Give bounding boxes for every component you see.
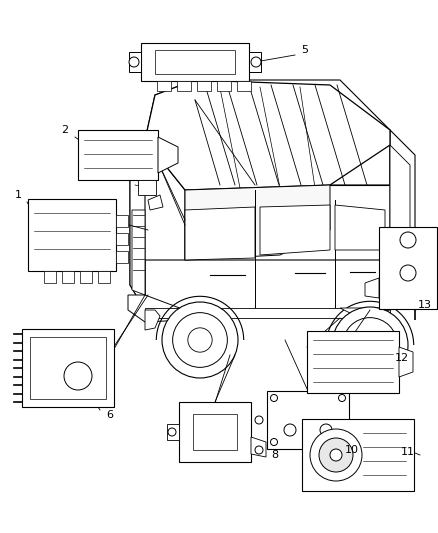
Polygon shape (116, 251, 128, 263)
Polygon shape (28, 199, 116, 271)
Circle shape (339, 394, 346, 401)
Circle shape (343, 318, 397, 373)
Polygon shape (197, 81, 211, 91)
Polygon shape (335, 205, 385, 250)
Polygon shape (130, 140, 145, 310)
Polygon shape (390, 270, 415, 295)
Polygon shape (132, 210, 145, 295)
Polygon shape (98, 271, 110, 283)
Polygon shape (267, 391, 349, 449)
Circle shape (400, 232, 416, 248)
Polygon shape (193, 414, 237, 450)
Polygon shape (307, 331, 399, 393)
Polygon shape (78, 130, 158, 180)
Polygon shape (30, 337, 106, 399)
Polygon shape (116, 215, 128, 227)
Circle shape (64, 362, 92, 390)
Polygon shape (155, 50, 235, 74)
Circle shape (271, 394, 278, 401)
Polygon shape (185, 185, 330, 260)
Polygon shape (237, 81, 251, 91)
Text: 5: 5 (301, 45, 308, 55)
Polygon shape (365, 278, 379, 298)
Polygon shape (148, 195, 163, 210)
Circle shape (400, 265, 416, 281)
Polygon shape (129, 52, 141, 72)
Circle shape (168, 428, 176, 436)
Circle shape (255, 446, 263, 454)
Polygon shape (379, 227, 437, 309)
Polygon shape (340, 290, 415, 320)
Polygon shape (145, 80, 390, 190)
Circle shape (320, 424, 332, 436)
Text: 11: 11 (401, 447, 415, 457)
Polygon shape (145, 260, 415, 310)
Polygon shape (260, 205, 330, 255)
Polygon shape (302, 419, 414, 491)
Polygon shape (62, 271, 74, 283)
Polygon shape (390, 130, 415, 310)
Text: 6: 6 (106, 410, 113, 420)
Text: 10: 10 (345, 445, 359, 455)
Circle shape (330, 449, 342, 461)
Text: 2: 2 (61, 125, 69, 135)
Circle shape (319, 438, 353, 472)
Circle shape (271, 439, 278, 446)
Polygon shape (177, 81, 191, 91)
Circle shape (339, 439, 346, 446)
Polygon shape (145, 80, 390, 190)
Text: 8: 8 (272, 450, 279, 460)
Circle shape (284, 424, 296, 436)
Polygon shape (44, 271, 56, 283)
Circle shape (310, 429, 362, 481)
Circle shape (162, 302, 238, 378)
Text: 13: 13 (418, 300, 432, 310)
Polygon shape (22, 329, 114, 407)
Circle shape (129, 57, 139, 67)
Circle shape (255, 416, 263, 424)
Polygon shape (157, 81, 171, 91)
Text: 12: 12 (395, 353, 409, 363)
Polygon shape (80, 271, 92, 283)
Polygon shape (185, 207, 255, 260)
Polygon shape (158, 137, 178, 173)
Circle shape (332, 307, 408, 383)
Polygon shape (138, 180, 156, 195)
Polygon shape (141, 43, 249, 81)
Circle shape (251, 57, 261, 67)
Polygon shape (145, 308, 390, 318)
Polygon shape (217, 81, 231, 91)
Polygon shape (116, 233, 128, 245)
Circle shape (358, 333, 382, 357)
Polygon shape (130, 140, 185, 310)
Circle shape (173, 313, 227, 367)
Polygon shape (390, 145, 410, 250)
Polygon shape (251, 437, 266, 457)
Polygon shape (145, 310, 160, 330)
Polygon shape (128, 295, 185, 322)
Polygon shape (167, 424, 179, 440)
Text: 1: 1 (14, 190, 21, 200)
Polygon shape (399, 347, 413, 377)
Polygon shape (179, 402, 251, 462)
Circle shape (188, 328, 212, 352)
Polygon shape (249, 52, 261, 72)
